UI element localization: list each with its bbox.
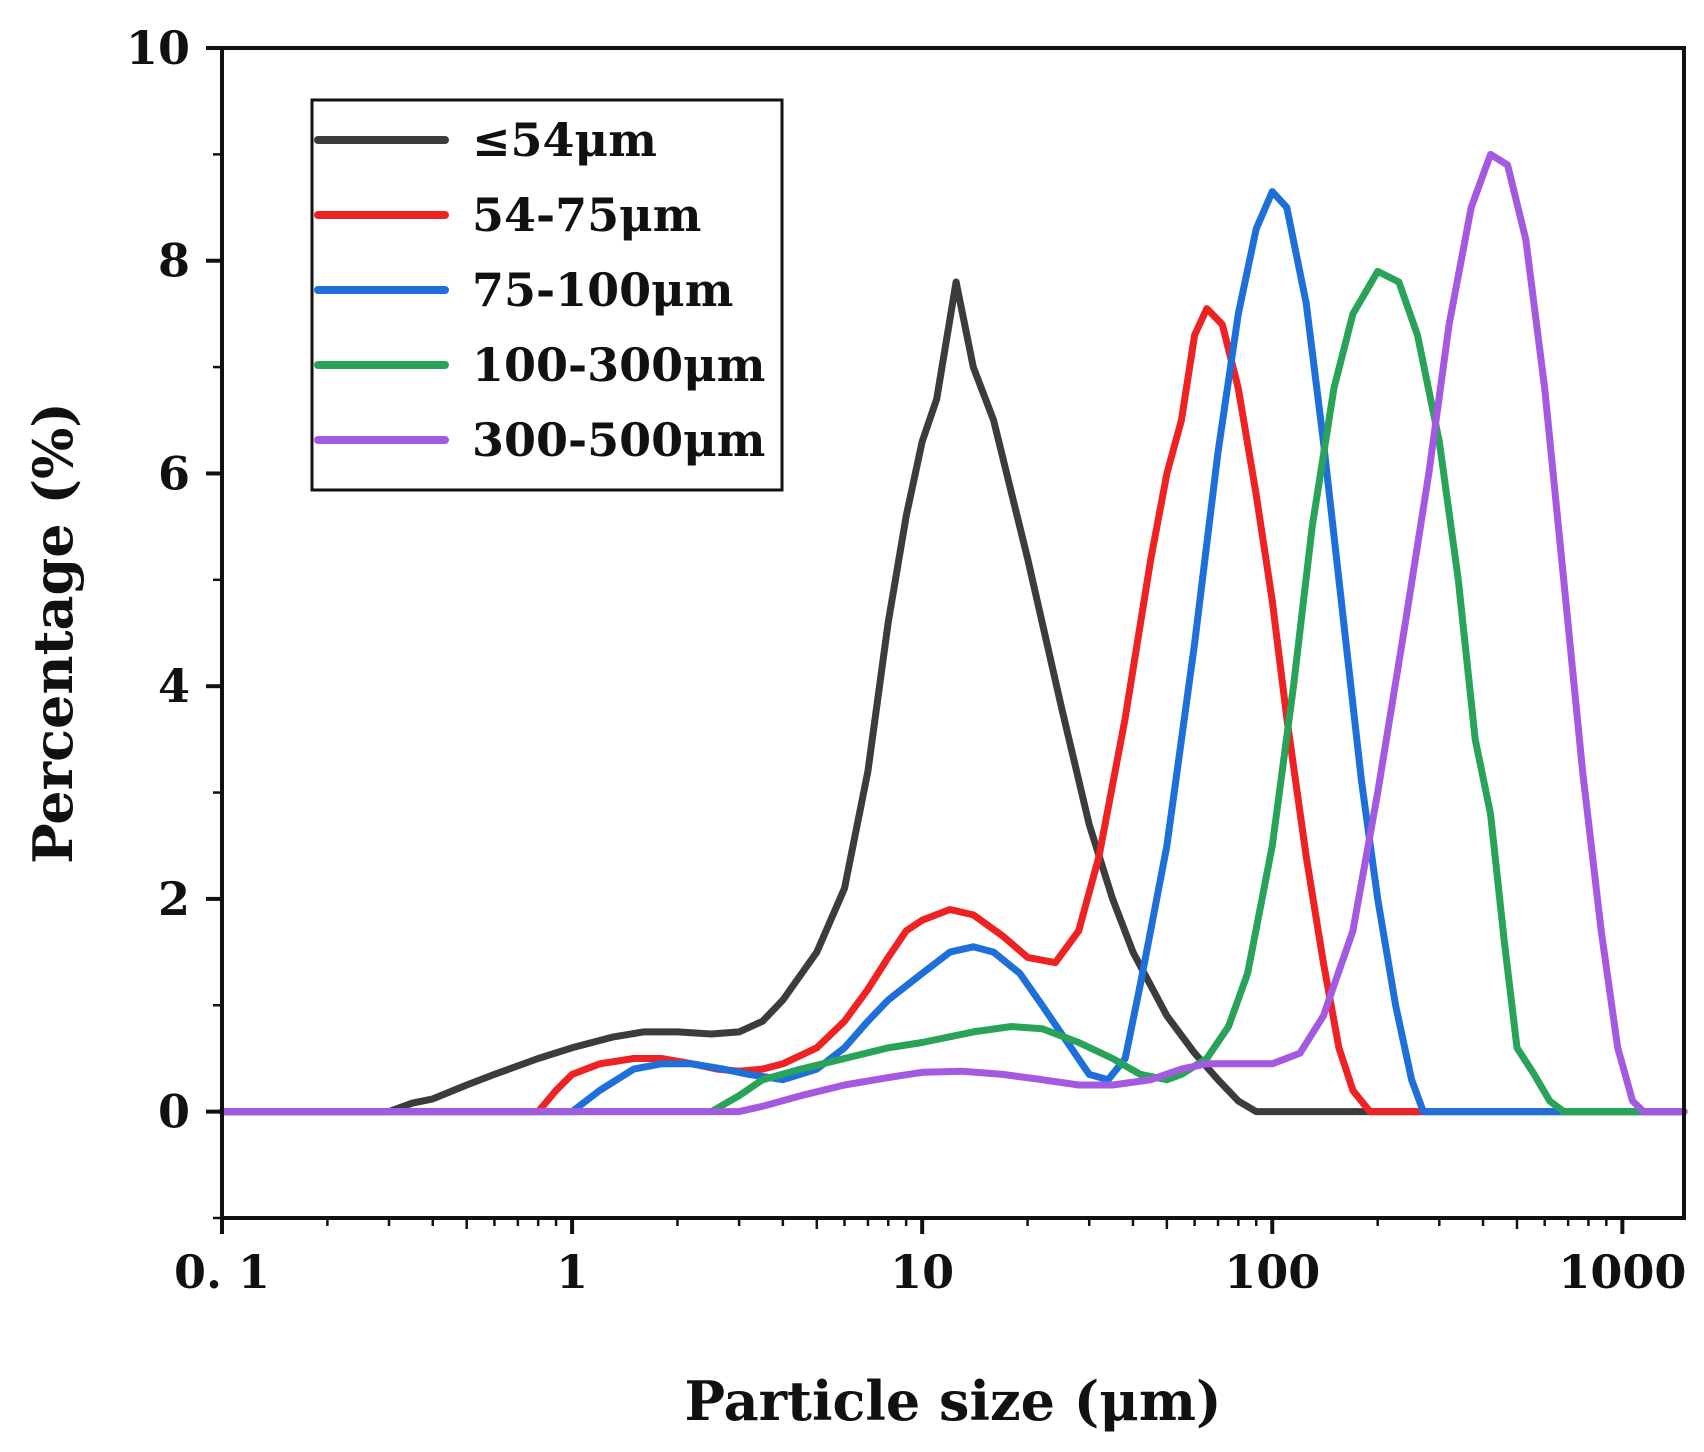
x-axis: 0. 1 1 10 100 1000 [174, 1218, 1686, 1299]
legend-label: 54-75μm [472, 188, 701, 242]
y-tick-label: 10 [126, 21, 190, 75]
y-tick-label: 8 [158, 234, 190, 288]
legend-label: 300-500μm [472, 413, 765, 467]
y-axis: 0 2 4 6 8 10 [126, 21, 222, 1220]
y-tick-label: 0 [158, 1085, 190, 1139]
y-tick-label: 6 [158, 446, 190, 500]
legend-label: 75-100μm [472, 263, 733, 317]
series-line-1 [218, 278, 1688, 1116]
x-tick-label: 100 [1224, 1245, 1320, 1299]
plot-lines [218, 150, 1688, 1116]
x-tick-label: 0. 1 [174, 1245, 270, 1299]
y-tick-label: 4 [158, 659, 190, 713]
series-line-5 [218, 150, 1688, 1116]
plot-frame [220, 46, 1686, 1220]
legend: ≤54μm 54-75μm 75-100μm 100-300μm 300-500μm [310, 98, 784, 492]
x-axis-title: Particle size (μm) [684, 1369, 1221, 1433]
series-line-4 [218, 267, 1688, 1116]
x-tick-label: 10 [890, 1245, 954, 1299]
x-tick-label: 1000 [1558, 1245, 1686, 1299]
legend-label: ≤54μm [472, 113, 657, 167]
series-line-3 [218, 188, 1688, 1116]
y-tick-label: 2 [158, 872, 190, 926]
legend-label: 100-300μm [472, 338, 765, 392]
legend-box [310, 98, 784, 492]
y-axis-title: Percentage (%) [21, 402, 85, 864]
x-tick-label: 1 [556, 1245, 588, 1299]
